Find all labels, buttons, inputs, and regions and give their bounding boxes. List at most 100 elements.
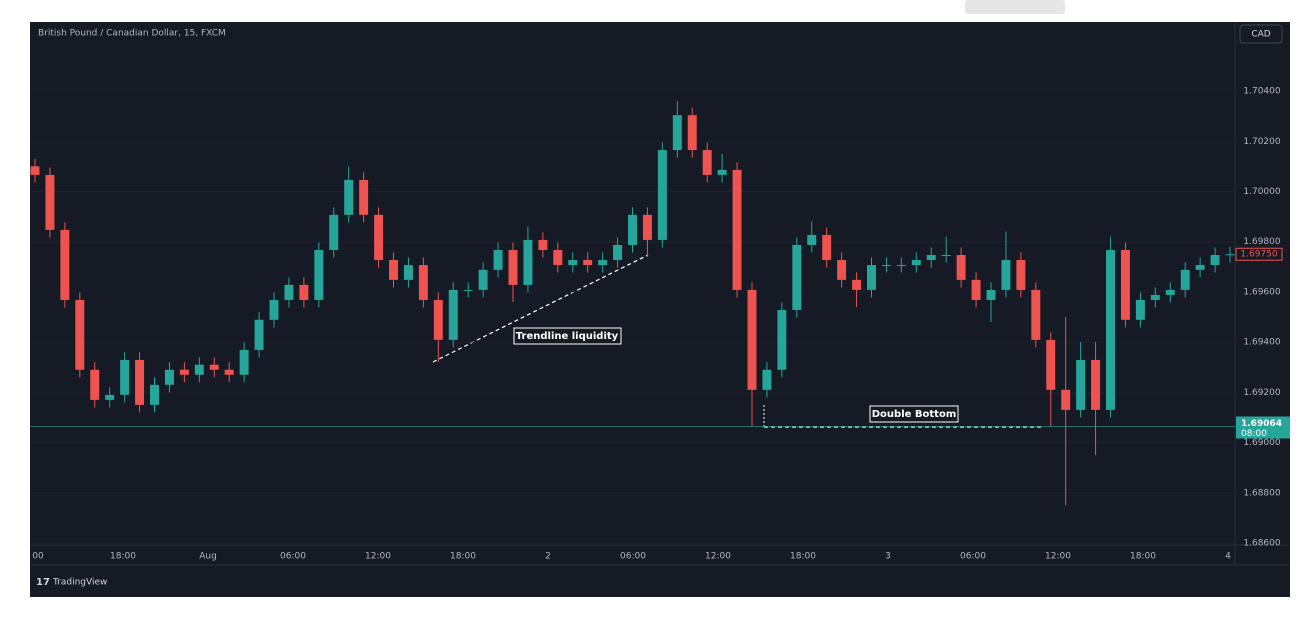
candle-body [822,234,832,261]
candle-body [613,244,623,261]
candle-body [702,150,712,175]
x-tick-label: 12:00 [705,552,731,562]
x-tick-label: 2 [545,552,551,562]
logo-mark: 𝟭𝟳 [36,577,50,588]
candle-body [508,249,518,285]
candle-body [269,299,279,320]
price-tag-label: 1.69064 [1241,419,1282,429]
y-tick-label: 1.70400 [1243,87,1280,97]
candle-body [463,289,473,291]
candle-body [389,260,398,280]
x-tick-label: 06:00 [280,552,306,562]
candle-body [777,309,787,370]
y-tick-label: 1.68800 [1243,488,1280,498]
x-tick-label: 3 [885,552,891,562]
candle-body [971,279,981,300]
candle-body [448,289,458,340]
candle-body [717,169,727,175]
candle-body [852,279,862,290]
candle-body [941,255,951,257]
currency-label[interactable]: CAD [1251,30,1270,40]
candle-body [657,150,667,240]
candle-body [867,265,876,290]
candle-body [598,260,608,266]
candle-body [179,369,189,375]
candle-body [538,239,548,250]
candle-body [1106,249,1115,410]
candle-body [374,214,384,261]
x-tick-label: 06:00 [960,552,986,562]
candle-body [926,255,936,261]
candle-body [553,249,563,266]
candle-body [1150,294,1160,300]
candle-body [359,179,369,215]
y-tick-label: 1.69200 [1243,388,1280,398]
candle-body [1165,289,1175,295]
x-tick-label: 4 [1225,552,1231,562]
y-tick-label: 1.68600 [1243,538,1280,548]
annotation: Double Bottom [872,409,956,420]
candle-body [583,260,593,266]
candle-body [1120,249,1130,320]
candle-body [45,174,55,230]
candle-body [418,265,428,300]
x-tick-label: Aug [199,552,217,562]
candle-body [329,214,339,250]
candle-body [1180,269,1190,290]
candle-body [105,394,115,400]
candle-body [911,260,921,266]
candle-body [1091,359,1101,410]
candle-body [164,369,174,385]
plot [30,90,1235,544]
candle-body [493,249,503,270]
candle-body [1225,254,1235,256]
candle-body [1061,389,1071,410]
candle-body [403,265,413,280]
last-price-tag [1235,247,1283,261]
chart-title: British Pound / Canadian Dollar, 15, FXC… [38,29,226,39]
y-tick-label: 1.70200 [1243,137,1280,147]
candle-body [120,359,130,395]
candle-body [209,364,219,370]
annotation: Trendline liquidity [516,331,619,342]
y-tick-label: 1.69000 [1243,438,1280,448]
candle-body [792,244,802,310]
x-tick-label: 12:00 [1045,552,1071,562]
candle-body [1135,299,1145,320]
candle-body [60,229,70,300]
last-price-label: 1.69750 [1240,250,1277,260]
currency-button[interactable] [1239,24,1283,44]
annotation-box [513,327,622,345]
browser-tab [965,0,1065,14]
price-tag-time: 08:00 [1241,429,1267,439]
candle-body [344,179,354,215]
candle-body [1195,265,1205,270]
candle-body [75,299,85,370]
candle-body [956,255,966,280]
candle-body [523,239,533,285]
candle-body [284,284,294,300]
brand: TradingView [52,578,107,588]
candle-body [478,269,488,290]
candle-body [1031,289,1041,340]
candle-body [986,289,996,300]
candle-body [1046,339,1056,390]
candle-body [299,284,309,300]
candle-body [762,369,772,390]
x-tick-label: 18:00 [450,552,476,562]
candle-body [90,369,100,400]
candle-body [1210,255,1220,266]
x-tick-label: 06:00 [620,552,646,562]
candle-body [896,265,906,267]
trendline [432,254,649,363]
candle-body [747,289,757,390]
candle-body [30,166,40,175]
candle-body [194,364,204,375]
y-tick-label: 1.69400 [1243,338,1280,348]
x-tick-label: 18:00 [110,552,136,562]
x-tick-label: 12:00 [365,552,391,562]
chart-background [30,22,1290,597]
candle-body [628,214,637,245]
annotation-box [869,405,959,423]
